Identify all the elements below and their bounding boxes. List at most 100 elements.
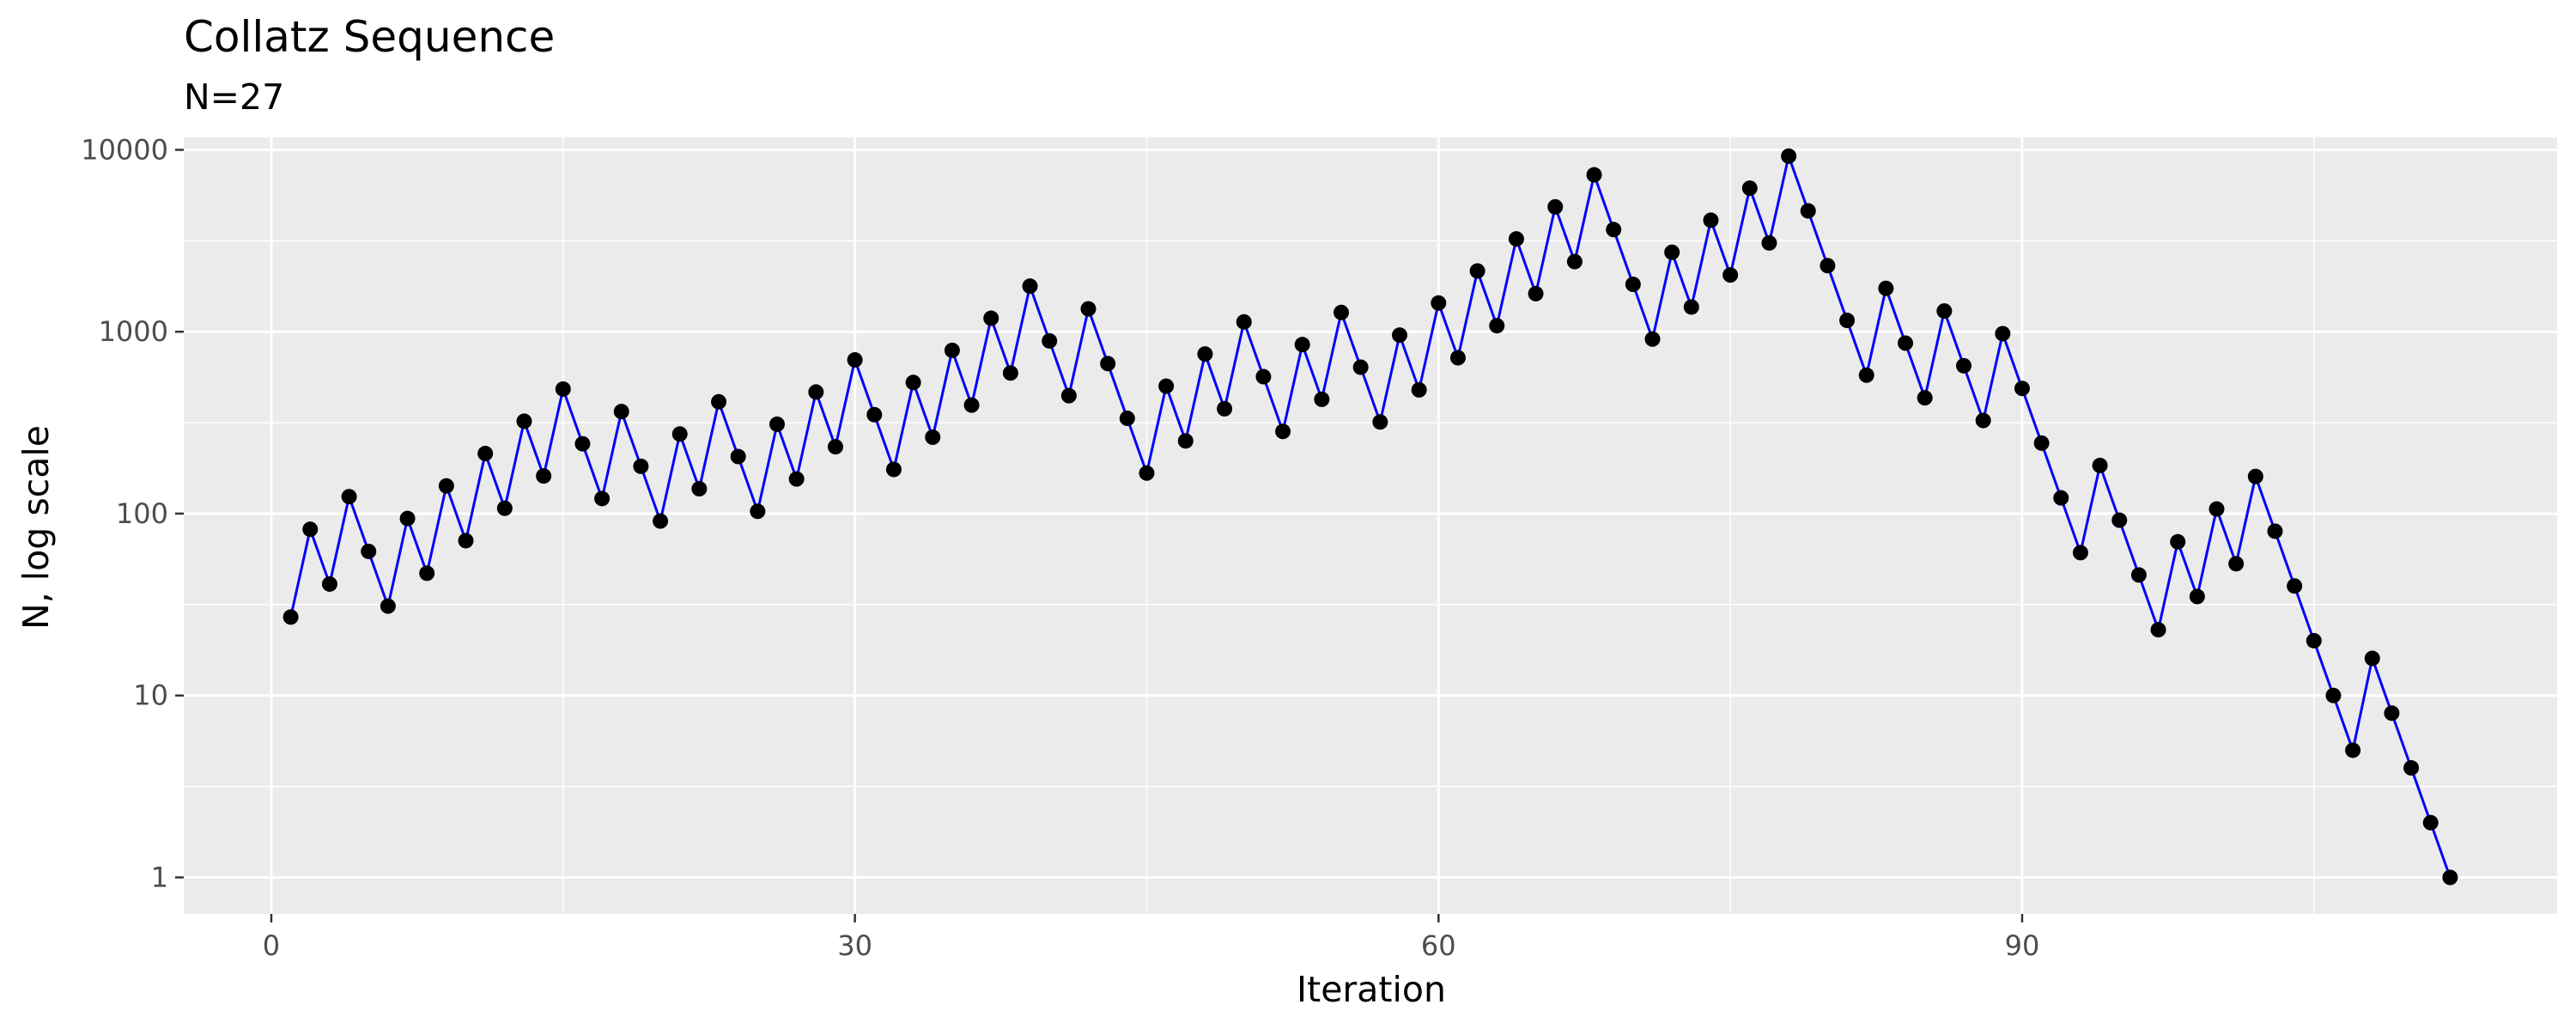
data-point <box>963 397 980 413</box>
data-point <box>302 521 319 538</box>
y-tick-label: 1000 <box>99 315 168 348</box>
data-point <box>1820 258 1836 274</box>
y-axis-ticks: 1 10 100 1000 10000 <box>81 133 184 894</box>
data-point <box>399 510 416 527</box>
data-point <box>1703 212 1719 228</box>
data-point <box>1489 318 1505 334</box>
major-gridlines <box>184 137 2557 914</box>
data-point <box>1683 299 1699 315</box>
data-point <box>2111 512 2128 528</box>
data-point <box>1761 234 1777 251</box>
series-line-group <box>289 155 2451 879</box>
data-point <box>2306 632 2322 648</box>
data-point <box>1995 326 2011 342</box>
data-point <box>458 533 474 549</box>
y-tick-label: 10000 <box>81 133 168 166</box>
data-point <box>1217 400 1233 417</box>
data-point <box>2267 523 2283 539</box>
data-point <box>1334 304 1350 320</box>
data-point <box>1547 198 1564 215</box>
series-line <box>289 155 2451 879</box>
data-point <box>2014 381 2030 397</box>
data-point <box>1586 167 1602 183</box>
data-point <box>847 352 863 368</box>
data-point <box>2228 556 2245 572</box>
data-point <box>2384 705 2400 721</box>
data-point <box>1100 356 1116 372</box>
data-point <box>321 575 337 592</box>
data-point <box>438 478 454 494</box>
data-point <box>1566 253 1583 270</box>
data-point <box>1080 301 1097 317</box>
data-point <box>1858 367 1874 383</box>
data-point <box>866 406 883 423</box>
data-point <box>496 500 513 516</box>
data-point <box>1372 414 1388 430</box>
data-point <box>2033 435 2050 451</box>
data-point <box>1781 148 1797 164</box>
data-point <box>1722 267 1739 283</box>
chart-subtitle: N=27 <box>184 76 284 118</box>
data-point <box>1508 231 1524 247</box>
data-point <box>1800 203 1816 219</box>
data-point <box>905 374 921 391</box>
data-point <box>1158 378 1175 394</box>
data-point <box>1898 335 1914 351</box>
data-point <box>1275 423 1291 440</box>
data-point <box>1119 411 1135 427</box>
data-point <box>788 471 805 487</box>
data-point <box>1741 180 1758 197</box>
data-point <box>1294 337 1310 353</box>
data-point <box>1177 433 1194 449</box>
data-point <box>711 393 727 410</box>
y-tick-label: 10 <box>133 679 168 712</box>
y-axis-title: N, log scale <box>15 425 57 630</box>
x-tick-label: 60 <box>1421 929 1456 962</box>
data-point <box>944 342 960 358</box>
data-point <box>341 489 357 505</box>
data-point <box>750 503 766 520</box>
data-point <box>1469 263 1485 279</box>
data-point <box>1002 365 1018 381</box>
data-point <box>594 490 611 507</box>
data-point <box>1839 313 1856 329</box>
data-point <box>1975 412 1991 429</box>
data-point <box>477 446 494 462</box>
x-axis-ticks: 0 30 60 90 <box>263 914 2039 962</box>
data-point <box>2364 650 2380 667</box>
data-point <box>1606 222 1622 238</box>
data-point <box>925 429 941 446</box>
data-point <box>1236 314 1252 330</box>
data-points <box>283 148 2458 886</box>
data-point <box>1625 277 1641 293</box>
data-point <box>1664 244 1680 260</box>
data-point <box>1956 357 1971 374</box>
chart-title: Collatz Sequence <box>184 12 555 62</box>
data-point <box>2287 578 2303 594</box>
data-point <box>2150 622 2166 638</box>
y-tick-label: 1 <box>151 861 168 894</box>
data-point <box>827 439 843 455</box>
data-point <box>2170 533 2186 550</box>
data-point <box>2325 687 2342 703</box>
data-point <box>2053 490 2069 506</box>
data-point <box>283 609 299 625</box>
data-point <box>2208 501 2225 517</box>
data-point <box>1936 303 1953 320</box>
y-tick-label: 100 <box>116 497 168 530</box>
data-point <box>808 384 824 400</box>
data-point <box>2442 869 2458 886</box>
data-point <box>361 543 377 559</box>
data-point <box>885 461 902 478</box>
data-point <box>769 416 785 432</box>
data-point <box>2247 468 2263 484</box>
data-point <box>1197 346 1213 362</box>
data-point <box>1391 327 1407 344</box>
data-point <box>1878 280 1894 296</box>
data-point <box>574 435 591 452</box>
data-point <box>1449 350 1466 366</box>
data-point <box>2072 545 2088 561</box>
data-point <box>1917 390 1933 406</box>
